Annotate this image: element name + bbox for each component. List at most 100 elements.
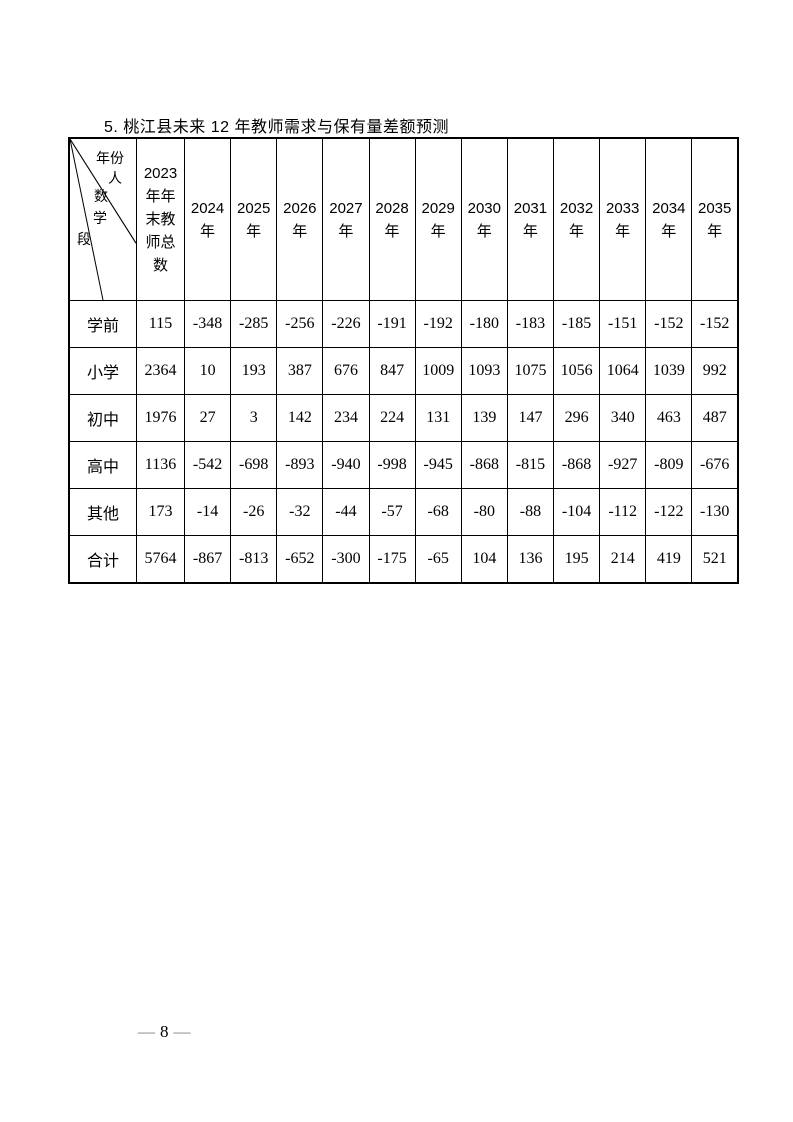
page-footer: —8— — [138, 1021, 191, 1043]
value-cell: 234 — [322, 394, 370, 442]
value-cell: -152 — [691, 300, 739, 348]
value-cell: -191 — [368, 300, 416, 348]
diagonal-split-lines — [70, 139, 136, 300]
corner-label-year: 年份 — [96, 150, 124, 166]
col-header-year-2024: 2024 年 — [183, 137, 232, 301]
corner-label-stage-char2: 段 — [77, 231, 91, 247]
value-cell: 387 — [276, 347, 324, 395]
col-header-year-2026: 2026 年 — [276, 137, 324, 301]
value-cell: -185 — [552, 300, 601, 348]
value-cell: -152 — [645, 300, 693, 348]
value-cell: -180 — [460, 300, 508, 348]
value-cell: 10 — [183, 347, 232, 395]
value-cell: -88 — [506, 488, 555, 536]
value-cell: 3 — [230, 394, 278, 442]
value-cell: -226 — [322, 300, 370, 348]
value-cell: -348 — [183, 300, 232, 348]
value-cell: -26 — [230, 488, 278, 536]
footer-dash-left: — — [138, 1022, 155, 1041]
value-cell: 1056 — [552, 347, 601, 395]
value-cell: 173 — [136, 488, 185, 536]
value-cell: -676 — [691, 441, 739, 489]
value-cell: -112 — [599, 488, 647, 536]
value-cell: 115 — [136, 300, 185, 348]
value-cell: -652 — [276, 535, 324, 584]
value-cell: -940 — [322, 441, 370, 489]
value-cell: 419 — [645, 535, 693, 584]
value-cell: -809 — [645, 441, 693, 489]
value-cell: 5764 — [136, 535, 185, 584]
value-cell: -104 — [552, 488, 601, 536]
value-cell: 296 — [552, 394, 601, 442]
table-row: 初中 1976 27 3 142 234 224 131 139 147 296 340 463 487 — [68, 394, 739, 442]
value-cell: 1039 — [645, 347, 693, 395]
col-header-year-2029: 2029 年 — [414, 137, 462, 301]
col-header-year-2032: 2032 年 — [552, 137, 601, 301]
value-cell: -151 — [599, 300, 647, 348]
value-cell: 131 — [414, 394, 462, 442]
value-cell: 1976 — [136, 394, 185, 442]
value-cell: 104 — [460, 535, 508, 584]
value-cell: -57 — [368, 488, 416, 536]
row-label-cell: 合计 — [68, 535, 137, 584]
col-header-year-2031: 2031 年 — [506, 137, 555, 301]
value-cell: -542 — [183, 441, 232, 489]
value-cell: 139 — [460, 394, 508, 442]
value-cell: 847 — [368, 347, 416, 395]
value-cell: -945 — [414, 441, 462, 489]
value-cell: 340 — [599, 394, 647, 442]
value-cell: 1136 — [136, 441, 185, 489]
value-cell: -998 — [368, 441, 416, 489]
value-cell: -175 — [368, 535, 416, 584]
value-cell: -285 — [230, 300, 278, 348]
value-cell: -183 — [506, 300, 555, 348]
value-cell: 195 — [552, 535, 601, 584]
value-cell: -813 — [230, 535, 278, 584]
table-row: 学前 115 -348 -285 -256 -226 -191 -192 -180 -183 -18… — [68, 300, 739, 348]
value-cell: 1009 — [414, 347, 462, 395]
value-cell: 142 — [276, 394, 324, 442]
table-row: 高中 1136 -542 -698 -893 -940 -998 -945 -868 -815 -8… — [68, 441, 739, 489]
value-cell: -867 — [183, 535, 232, 584]
footer-dash-right: — — [173, 1022, 191, 1041]
value-cell: 193 — [230, 347, 278, 395]
corner-label-count-char2: 数 — [94, 188, 108, 204]
value-cell: -698 — [230, 441, 278, 489]
value-cell: 1093 — [460, 347, 508, 395]
col-header-year-2030: 2030 年 — [460, 137, 508, 301]
col-header-year-2025: 2025 年 — [230, 137, 278, 301]
value-cell: 1075 — [506, 347, 555, 395]
value-cell: -32 — [276, 488, 324, 536]
table-row: 合计 5764 -867 -813 -652 -300 -175 -65 104 136 195 21… — [68, 535, 739, 584]
value-cell: 676 — [322, 347, 370, 395]
value-cell: 27 — [183, 394, 232, 442]
value-cell: -80 — [460, 488, 508, 536]
value-cell: 224 — [368, 394, 416, 442]
row-label-cell: 初中 — [68, 394, 137, 442]
value-cell: 463 — [645, 394, 693, 442]
value-cell: -868 — [460, 441, 508, 489]
value-cell: 992 — [691, 347, 739, 395]
page-title: 5. 桃江县未来 12 年教师需求与保有量差额预测 — [104, 119, 449, 136]
value-cell: 147 — [506, 394, 555, 442]
page-number: 8 — [160, 1022, 169, 1041]
value-cell: 2364 — [136, 347, 185, 395]
value-cell: -130 — [691, 488, 739, 536]
value-cell: -300 — [322, 535, 370, 584]
value-cell: -893 — [276, 441, 324, 489]
value-cell: -122 — [645, 488, 693, 536]
value-cell: -868 — [552, 441, 601, 489]
table-body: 学前 115 -348 -285 -256 -226 -191 -192 -180 -183 -18… — [68, 300, 739, 584]
col-header-year-2033: 2033 年 — [599, 137, 647, 301]
value-cell: 487 — [691, 394, 739, 442]
col-header-year-2035: 2035 年 — [691, 137, 739, 301]
value-cell: -815 — [506, 441, 555, 489]
value-cell: -256 — [276, 300, 324, 348]
value-cell: -14 — [183, 488, 232, 536]
row-label-cell: 小学 — [68, 347, 137, 395]
value-cell: -44 — [322, 488, 370, 536]
value-cell: 1064 — [599, 347, 647, 395]
table-row: 其他 173 -14 -26 -32 -44 -57 -68 -80 -88 -104 -112 -12… — [68, 488, 739, 536]
col-header-year-2034: 2034 年 — [645, 137, 693, 301]
